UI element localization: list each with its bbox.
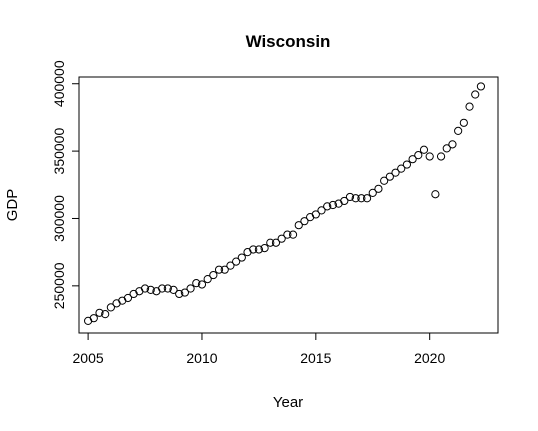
x-tick-label: 2010	[186, 350, 217, 366]
chart-title: Wisconsin	[246, 32, 331, 51]
data-point	[288, 230, 298, 239]
data-point	[123, 293, 133, 303]
data-point	[186, 284, 195, 293]
data-point	[454, 126, 463, 135]
data-point	[448, 140, 457, 149]
data-point	[106, 303, 115, 312]
data-point	[380, 176, 389, 185]
data-point	[391, 168, 400, 177]
data-point	[237, 253, 246, 262]
data-point	[317, 206, 326, 215]
x-axis: 2005 2010 2015 2020	[73, 332, 445, 366]
data-point	[300, 217, 309, 226]
data-point	[351, 194, 360, 203]
data-point	[368, 188, 377, 197]
y-axis: 250000 300000 350000 400000	[51, 60, 80, 309]
data-point	[323, 202, 332, 211]
data-point	[89, 314, 98, 323]
data-point	[425, 152, 434, 161]
plot-frame	[78, 76, 499, 334]
data-point	[357, 194, 366, 203]
data-point	[476, 82, 486, 91]
data-point	[220, 265, 229, 274]
data-point	[362, 194, 372, 203]
x-tick-label: 2020	[414, 350, 445, 366]
data-point	[146, 285, 155, 294]
data-point	[169, 285, 178, 294]
data-point	[402, 160, 412, 169]
data-point	[283, 230, 292, 239]
data-point	[465, 102, 474, 111]
data-point	[197, 280, 207, 289]
data-point	[260, 244, 269, 253]
data-point	[163, 284, 172, 293]
data-point	[192, 279, 201, 288]
data-point	[209, 270, 218, 280]
data-point	[254, 245, 263, 254]
data-point	[436, 152, 446, 161]
x-tick-label: 2015	[300, 350, 331, 366]
data-point	[203, 275, 212, 284]
data-point	[95, 308, 104, 317]
y-tick-label: 300000	[51, 195, 67, 242]
data-point	[101, 310, 110, 319]
data-point	[158, 284, 167, 293]
y-tick-label: 250000	[51, 262, 67, 309]
data-point	[180, 288, 189, 297]
x-tick-label: 2005	[73, 350, 104, 366]
data-point	[266, 238, 275, 247]
data-point	[271, 238, 281, 247]
data-point	[140, 284, 150, 293]
data-point	[311, 210, 320, 219]
data-point	[328, 200, 338, 210]
data-point	[374, 184, 383, 193]
data-point	[414, 151, 423, 160]
data-point	[226, 261, 235, 270]
data-point	[442, 144, 451, 153]
data-point	[385, 172, 394, 181]
data-point	[397, 164, 406, 173]
y-tick-label: 350000	[51, 128, 67, 175]
y-tick-label: 400000	[51, 60, 67, 107]
data-point	[408, 155, 417, 164]
x-axis-label: Year	[273, 394, 303, 411]
data-point	[232, 257, 241, 266]
data-point	[294, 221, 303, 230]
data-point	[419, 145, 429, 154]
data-points	[84, 82, 486, 325]
data-point	[277, 234, 286, 243]
data-point	[459, 118, 468, 127]
data-point	[471, 90, 480, 99]
data-point	[249, 245, 258, 254]
data-point	[214, 265, 224, 274]
y-axis-label: GDP	[4, 189, 21, 222]
data-point	[345, 192, 355, 202]
data-point	[175, 289, 184, 299]
data-point	[431, 190, 440, 199]
data-point	[340, 196, 349, 206]
